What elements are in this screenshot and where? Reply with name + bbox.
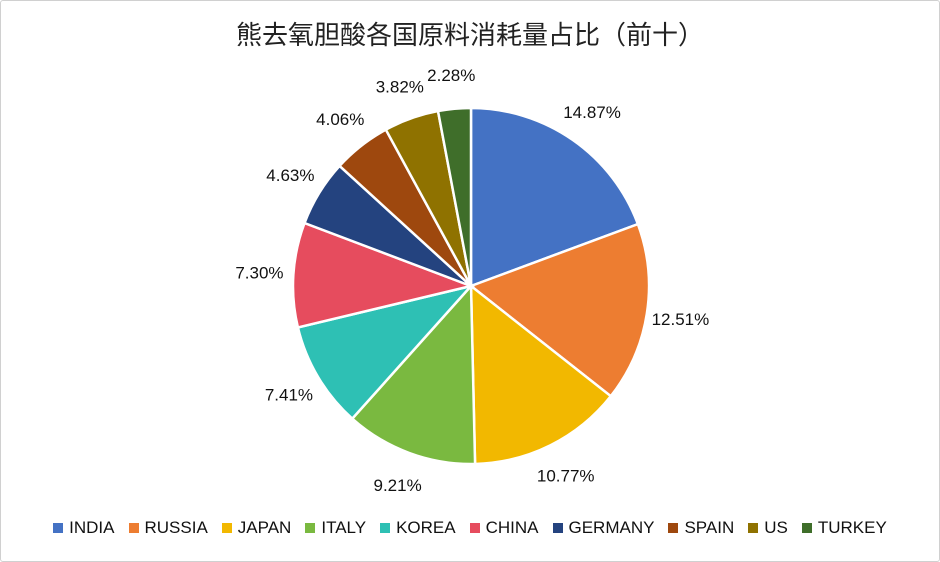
pie-slice-russia xyxy=(468,222,651,398)
data-label-japan: 10.77% xyxy=(537,467,595,486)
legend-item-china: CHINA xyxy=(469,518,539,538)
legend-item-us: US xyxy=(748,518,788,538)
legend-item-spain: SPAIN xyxy=(668,518,734,538)
pie-slice-korea xyxy=(296,283,475,421)
data-label-china: 7.30% xyxy=(235,264,283,283)
legend-label: SPAIN xyxy=(684,518,735,537)
legend-swatch xyxy=(469,523,480,533)
legend-item-germany: GERMANY xyxy=(552,518,655,538)
pie-slice-japan xyxy=(469,283,613,466)
pie-slice-india xyxy=(469,106,640,288)
data-label-italy: 9.21% xyxy=(373,476,421,495)
legend-item-turkey: TURKEY xyxy=(801,518,887,538)
legend-swatch xyxy=(668,523,679,533)
data-label-spain: 4.06% xyxy=(316,110,364,129)
pie-slice-turkey xyxy=(436,106,473,287)
legend-swatch xyxy=(128,523,139,533)
data-label-india: 14.87% xyxy=(563,103,621,122)
legend-label: KOREA xyxy=(396,518,456,537)
legend-swatch xyxy=(305,523,316,533)
legend-label: ITALY xyxy=(321,518,367,537)
chart-title: 熊去氧胆酸各国原料消耗量占比（前十） xyxy=(235,21,704,51)
pie-chart: 14.87% 12.51% 10.77% 9.21% 7.41% 7.30% 4.63% 4.… xyxy=(235,66,710,495)
legend-label: GERMANY xyxy=(568,518,655,537)
data-label-korea: 7.41% xyxy=(265,386,313,405)
data-label-turkey: 2.28% xyxy=(427,66,475,85)
legend-label: JAPAN xyxy=(237,518,292,537)
legend-swatch xyxy=(748,523,759,533)
data-label-us: 3.82% xyxy=(376,77,424,96)
legend-swatch xyxy=(801,523,812,533)
legend-swatch xyxy=(221,523,232,533)
legend-swatch xyxy=(552,523,563,533)
legend-item-russia: RUSSIA xyxy=(128,518,208,538)
legend-item-korea: KOREA xyxy=(380,518,456,538)
legend-label: US xyxy=(764,518,788,537)
data-label-russia: 12.51% xyxy=(652,310,710,329)
legend-item-italy: ITALY xyxy=(305,518,366,538)
legend-label: TURKEY xyxy=(817,518,887,537)
legend-item-japan: JAPAN xyxy=(221,518,292,538)
legend-label: CHINA xyxy=(485,518,539,537)
legend-label: RUSSIA xyxy=(144,518,208,537)
pie-slice-italy xyxy=(350,282,477,466)
legend-swatch xyxy=(380,523,391,533)
legend: INDIA RUSSIA JAPAN ITALY KOREA CHINA GERMANY SP… xyxy=(1,518,939,538)
legend-item-india: INDIA xyxy=(53,518,115,538)
pie-slice-china xyxy=(291,221,476,329)
legend-label: INDIA xyxy=(69,518,115,537)
data-label-germany: 4.63% xyxy=(266,166,314,185)
legend-swatch xyxy=(53,523,64,533)
